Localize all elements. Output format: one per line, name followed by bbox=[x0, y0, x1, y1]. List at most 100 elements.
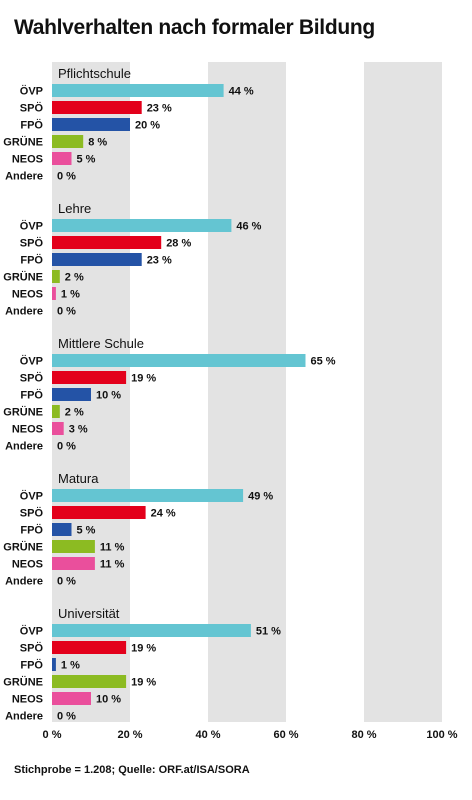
bar bbox=[52, 489, 244, 502]
value-label: 65 % bbox=[311, 356, 336, 368]
value-label: 8 % bbox=[88, 137, 107, 149]
category-label: ÖVP bbox=[20, 85, 43, 98]
bar bbox=[52, 101, 142, 114]
group-label: Lehre bbox=[58, 201, 91, 216]
value-label: 2 % bbox=[65, 272, 84, 284]
bar bbox=[52, 557, 95, 570]
category-label: SPÖ bbox=[20, 102, 44, 115]
x-axis-ticks: 0 % 20 % 40 % 60 % 80 % 100 % bbox=[43, 729, 458, 741]
value-label: 19 % bbox=[131, 643, 156, 655]
value-label: 0 % bbox=[57, 576, 76, 588]
group-label: Matura bbox=[58, 471, 99, 486]
value-label: 1 % bbox=[61, 289, 80, 301]
category-label: Andere bbox=[5, 441, 43, 453]
bar bbox=[52, 641, 127, 654]
value-label: 2 % bbox=[65, 407, 84, 419]
bar bbox=[52, 287, 56, 300]
value-label: 44 % bbox=[229, 86, 254, 98]
category-label: ÖVP bbox=[20, 355, 43, 368]
bar bbox=[52, 118, 130, 131]
category-label: Andere bbox=[5, 711, 43, 723]
grid-band bbox=[364, 62, 442, 722]
value-label: 23 % bbox=[147, 103, 172, 115]
bar bbox=[52, 405, 60, 418]
value-label: 24 % bbox=[151, 508, 176, 520]
value-label: 23 % bbox=[147, 255, 172, 267]
bar bbox=[52, 658, 56, 671]
bar bbox=[52, 135, 84, 148]
x-tick-label: 40 % bbox=[195, 729, 220, 741]
value-label: 46 % bbox=[236, 221, 261, 233]
value-label: 11 % bbox=[100, 559, 125, 571]
bar bbox=[52, 219, 232, 232]
value-label: 0 % bbox=[57, 171, 76, 183]
category-label: Andere bbox=[5, 576, 43, 588]
category-label: ÖVP bbox=[20, 220, 43, 233]
category-label: FPÖ bbox=[20, 389, 43, 402]
category-label: ÖVP bbox=[20, 490, 43, 503]
category-label: FPÖ bbox=[20, 119, 43, 132]
category-label: FPÖ bbox=[20, 659, 43, 672]
bar bbox=[52, 84, 224, 97]
group-label: Mittlere Schule bbox=[58, 336, 144, 351]
chart-title: Wahlverhalten nach formaler Bildung bbox=[14, 16, 375, 39]
group-label: Pflichtschule bbox=[58, 66, 131, 81]
category-label: SPÖ bbox=[20, 237, 44, 250]
value-label: 51 % bbox=[256, 626, 281, 638]
bar bbox=[52, 236, 162, 249]
value-label: 10 % bbox=[96, 694, 121, 706]
value-label: 49 % bbox=[248, 491, 273, 503]
bar bbox=[52, 371, 127, 384]
x-tick-label: 60 % bbox=[273, 729, 298, 741]
category-label: SPÖ bbox=[20, 372, 44, 385]
grid-band bbox=[208, 62, 286, 722]
value-label: 28 % bbox=[166, 238, 191, 250]
source-note: Stichprobe = 1.208; Quelle: ORF.at/ISA/S… bbox=[14, 764, 250, 776]
bar bbox=[52, 675, 127, 688]
category-label: NEOS bbox=[12, 559, 43, 571]
category-label: FPÖ bbox=[20, 524, 43, 537]
bar bbox=[52, 270, 60, 283]
category-label: GRÜNE bbox=[3, 541, 43, 554]
x-tick-label: 80 % bbox=[351, 729, 376, 741]
category-label: NEOS bbox=[12, 154, 43, 166]
group-label: Universität bbox=[58, 606, 120, 621]
category-label: GRÜNE bbox=[3, 676, 43, 689]
bar bbox=[52, 388, 91, 401]
value-label: 19 % bbox=[131, 373, 156, 385]
value-label: 0 % bbox=[57, 306, 76, 318]
value-label: 20 % bbox=[135, 120, 160, 132]
value-label: 1 % bbox=[61, 660, 80, 672]
category-label: ÖVP bbox=[20, 625, 43, 638]
value-label: 10 % bbox=[96, 390, 121, 402]
category-label: GRÜNE bbox=[3, 136, 43, 149]
x-tick-label: 20 % bbox=[117, 729, 142, 741]
bar bbox=[52, 354, 306, 367]
x-tick-label: 100 % bbox=[426, 729, 457, 741]
category-label: NEOS bbox=[12, 289, 43, 301]
value-label: 5 % bbox=[77, 154, 96, 166]
category-label: Andere bbox=[5, 306, 43, 318]
category-label: GRÜNE bbox=[3, 406, 43, 419]
value-label: 0 % bbox=[57, 441, 76, 453]
category-label: SPÖ bbox=[20, 642, 44, 655]
category-label: SPÖ bbox=[20, 507, 44, 520]
value-label: 0 % bbox=[57, 711, 76, 723]
category-label: GRÜNE bbox=[3, 271, 43, 284]
bar bbox=[52, 422, 64, 435]
value-label: 3 % bbox=[69, 424, 88, 436]
bar bbox=[52, 506, 146, 519]
category-label: FPÖ bbox=[20, 254, 43, 267]
category-label: Andere bbox=[5, 171, 43, 183]
bar bbox=[52, 523, 72, 536]
x-tick-label: 0 % bbox=[43, 729, 62, 741]
bar bbox=[52, 253, 142, 266]
category-label: NEOS bbox=[12, 424, 43, 436]
category-label: NEOS bbox=[12, 694, 43, 706]
value-label: 11 % bbox=[100, 542, 125, 554]
bar bbox=[52, 692, 91, 705]
value-label: 5 % bbox=[77, 525, 96, 537]
bar bbox=[52, 624, 251, 637]
bar bbox=[52, 540, 95, 553]
